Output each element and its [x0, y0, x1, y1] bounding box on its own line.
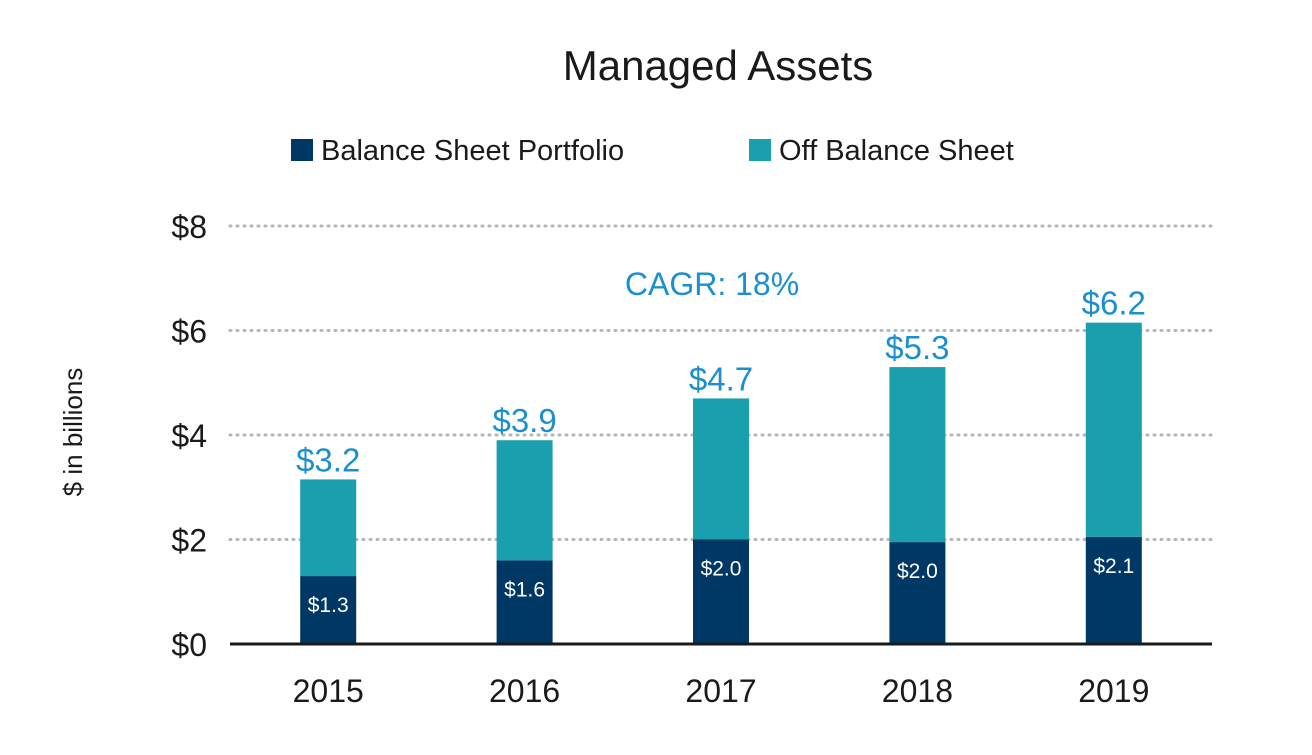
bar-off-balance-sheet	[496, 440, 553, 561]
bar-off-balance-sheet	[889, 367, 946, 543]
x-tick-label: 2015	[293, 673, 364, 709]
x-tick-label: 2018	[882, 673, 953, 709]
legend-label-off-balance-sheet: Off Balance Sheet	[779, 135, 1014, 167]
y-tick-label: $2	[171, 523, 207, 559]
legend-swatch-off-balance-sheet	[749, 139, 771, 161]
bar-value-label: $1.3	[308, 594, 349, 617]
bar-total-label: $6.2	[1082, 285, 1146, 322]
bar-balance-sheet	[693, 539, 749, 644]
bar-value-label: $2.1	[1093, 555, 1134, 578]
y-tick-label: $0	[171, 627, 207, 663]
bar-value-label: $2.0	[701, 558, 742, 581]
bar-balance-sheet	[1085, 536, 1142, 644]
bar-off-balance-sheet	[300, 479, 357, 577]
legend: Balance Sheet Portfolio Off Balance Shee…	[291, 135, 1014, 167]
y-tick-label: $4	[171, 418, 207, 454]
x-tick-label: 2019	[1078, 673, 1149, 709]
legend-swatch-balance-sheet	[291, 139, 313, 161]
bar-value-label: $1.6	[504, 578, 545, 601]
y-axis-label: $ in billions	[58, 368, 88, 497]
bar-labels: $1.3 $3.2 $1.6 $3.9 $2.0 $4.7 $2.0 $5.3 $2.1 $6.2	[296, 285, 1146, 617]
bar-off-balance-sheet	[693, 398, 749, 540]
bar-balance-sheet	[496, 560, 553, 644]
bar-value-label: $2.0	[897, 560, 938, 583]
y-tick-label: $6	[171, 314, 207, 350]
bars	[300, 322, 1142, 644]
bar-total-label: $4.7	[689, 360, 753, 397]
legend-label-balance-sheet: Balance Sheet Portfolio	[321, 135, 624, 167]
y-tick-label: $8	[171, 209, 207, 245]
bar-total-label: $5.3	[885, 329, 949, 366]
bar-total-label: $3.9	[492, 402, 556, 439]
cagr-annotation: CAGR: 18%	[625, 266, 799, 302]
x-tick-label: 2017	[685, 673, 756, 709]
bar-off-balance-sheet	[1085, 322, 1142, 537]
chart-title: Managed Assets	[563, 42, 874, 89]
bar-total-label: $3.2	[296, 441, 360, 478]
bar-balance-sheet	[889, 542, 946, 644]
y-tick-labels: $0 $2 $4 $6 $8	[171, 209, 207, 663]
x-tick-label: 2016	[489, 673, 560, 709]
bar-balance-sheet	[300, 576, 357, 644]
x-tick-labels: 2015 2016 2017 2018 2019	[293, 673, 1150, 709]
